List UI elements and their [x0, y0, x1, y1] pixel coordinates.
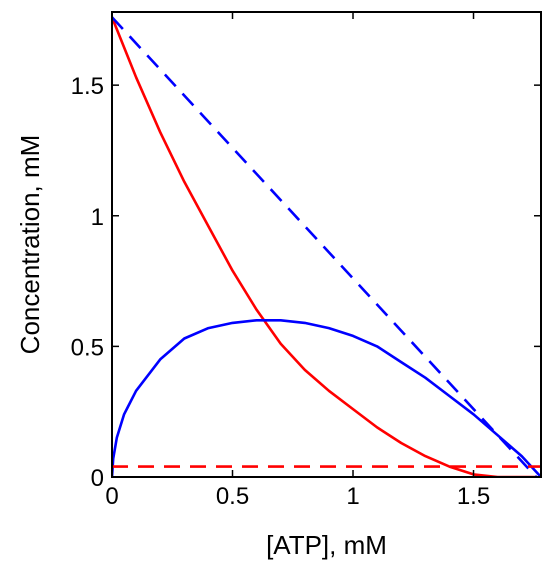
series-layer	[112, 16, 541, 477]
ticks-layer: 0 0.5 1 1.5 0 0.5 1 1.5	[71, 12, 541, 510]
x-tick-label: 0	[105, 483, 118, 510]
x-tick-label: 1.5	[457, 483, 490, 510]
y-tick-label: 0	[91, 465, 104, 492]
series-line-3	[112, 16, 538, 477]
x-axis-label: [ATP], mM	[266, 530, 387, 560]
y-axis-label: Concentration, mM	[15, 135, 45, 355]
series-line-2	[112, 318, 541, 477]
y-tick-label: 1.5	[71, 73, 104, 100]
y-tick-label: 0.5	[71, 334, 104, 361]
x-tick-label: 1	[346, 483, 359, 510]
plot-frame	[111, 11, 542, 478]
y-tick-label: 1	[91, 204, 104, 231]
x-tick-label: 0.5	[216, 483, 249, 510]
